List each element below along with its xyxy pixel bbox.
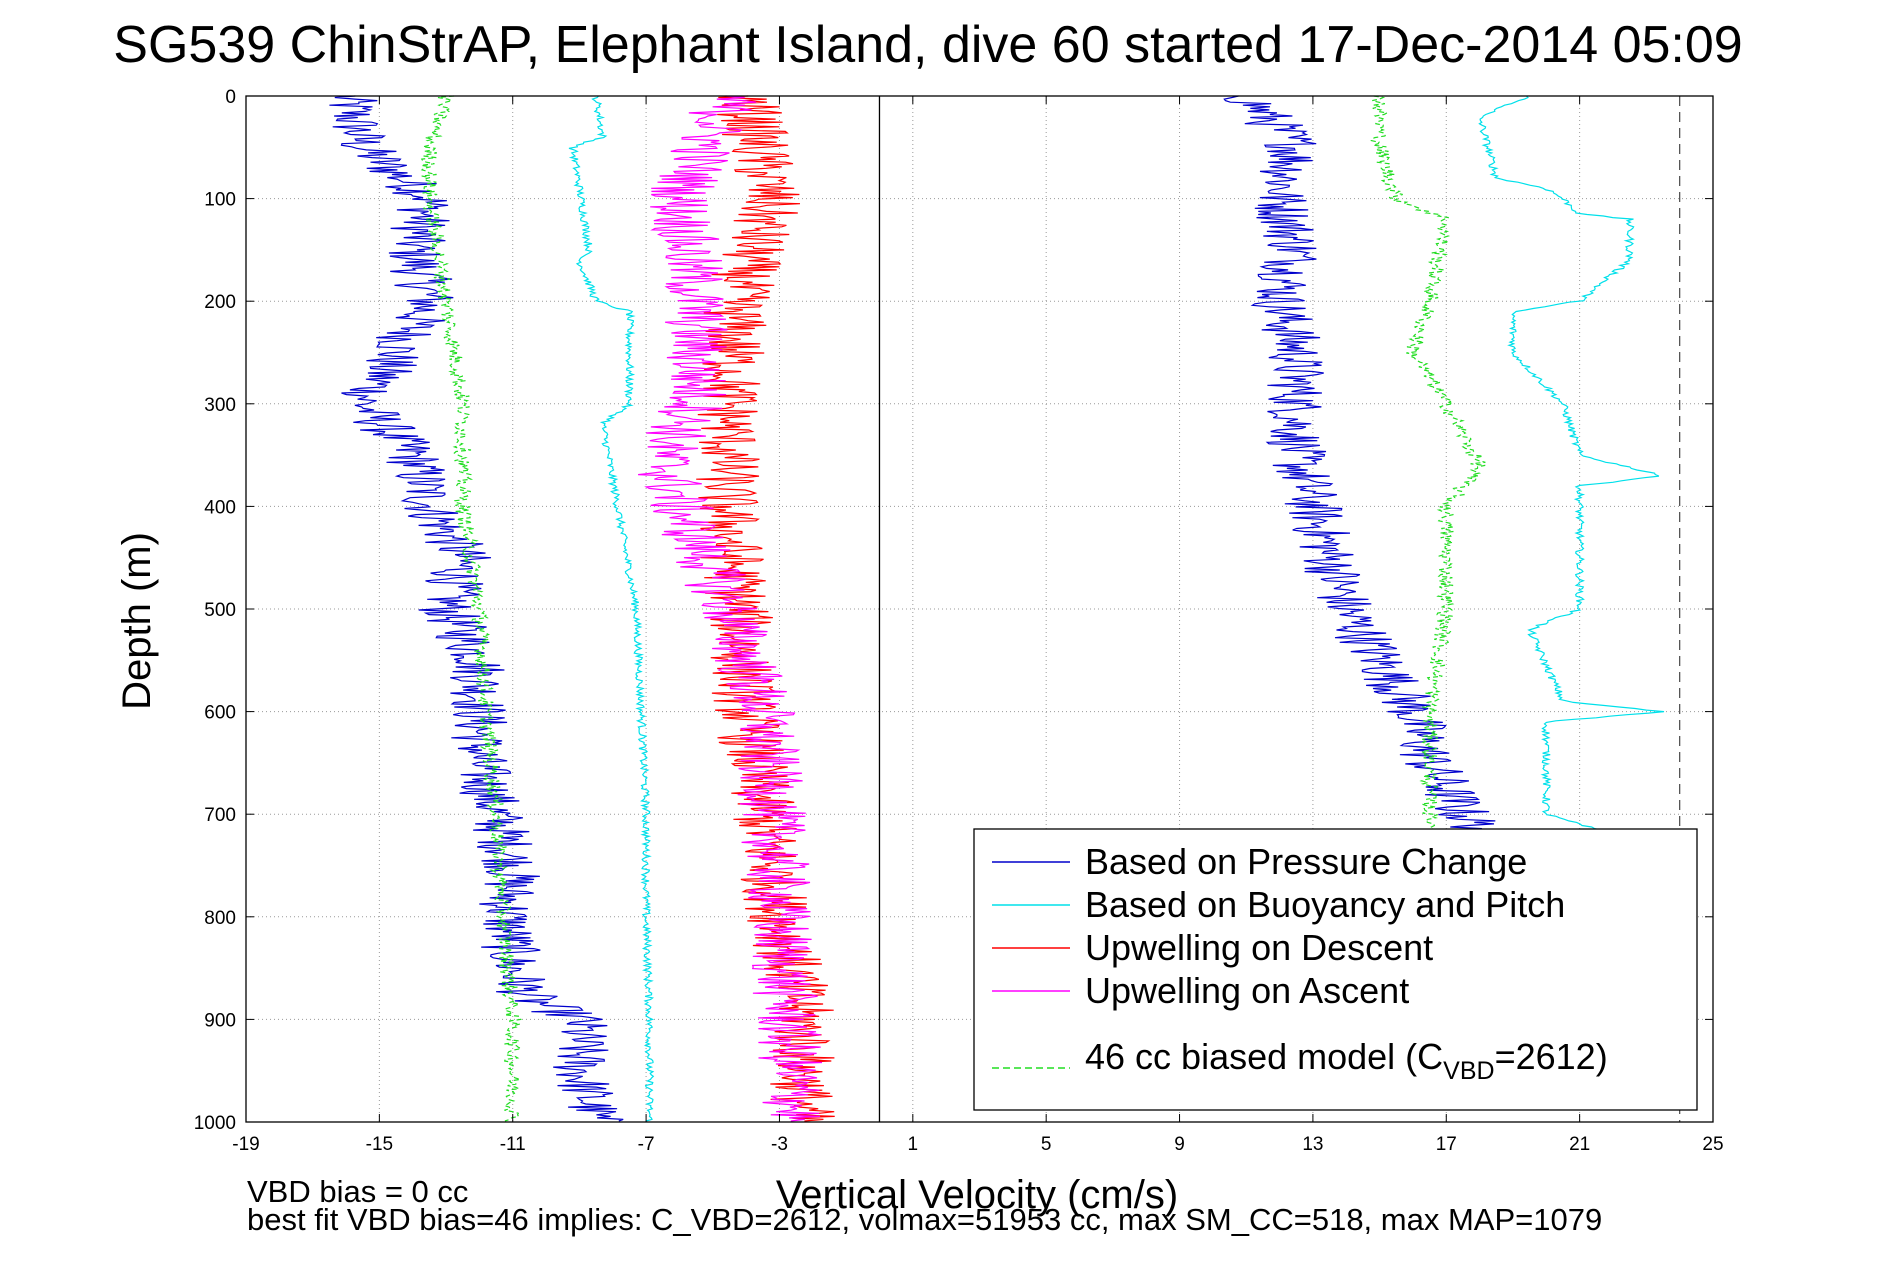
- footer-line-2: best fit VBD bias=46 implies: C_VBD=2612…: [247, 1202, 1602, 1237]
- grid: [245, 95, 1714, 1123]
- legend-label: Upwelling on Descent: [1085, 927, 1433, 968]
- legend-box: [973, 828, 1698, 1111]
- series-0-descent-line: [329, 95, 624, 1122]
- y-tick-label: 700: [204, 805, 236, 826]
- series-1-descent-line: [568, 95, 655, 1122]
- legend-label: Based on Buoyancy and Pitch: [1085, 884, 1565, 925]
- series-4-descent-line: [420, 95, 523, 1122]
- series-1-ascent-line: [1478, 95, 1665, 845]
- x-tick-label: 17: [1436, 1134, 1457, 1155]
- y-tick-label: 200: [204, 292, 236, 313]
- x-tick-label: 5: [1041, 1134, 1052, 1155]
- series-3-ascent-line: [638, 95, 823, 1122]
- y-tick-label: 0: [225, 87, 236, 108]
- y-tick-label: 300: [204, 395, 236, 416]
- x-tick-label: 25: [1702, 1134, 1723, 1155]
- x-tick-label: -11: [500, 1134, 526, 1155]
- series-2-descent-line: [696, 95, 835, 1122]
- axis-ticks: -19 -15 -11 -7 -3 1 5 9 13 17 21 25 0 100 200 300 400 500…: [194, 87, 1724, 1155]
- x-axis-label: Vertical Velocity (cm/s): [776, 1173, 1178, 1217]
- y-axis-label: Depth (m): [115, 532, 159, 710]
- x-tick-label: -15: [366, 1134, 393, 1155]
- y-tick-label: 900: [204, 1010, 236, 1031]
- y-tick-label: 100: [204, 190, 236, 211]
- legend-model-subscript: VBD: [1443, 1057, 1494, 1085]
- chart-title: SG539 ChinStrAP, Elephant Island, dive 6…: [113, 16, 1742, 74]
- legend-label: Upwelling on Ascent: [1085, 970, 1409, 1011]
- y-tick-label: 400: [204, 497, 236, 518]
- y-tick-label: 600: [204, 703, 236, 724]
- y-tick-label: 800: [204, 908, 236, 929]
- series-4-ascent-line: [1370, 95, 1486, 856]
- y-tick-label: 500: [204, 600, 236, 621]
- data-series: [329, 95, 1665, 1122]
- x-tick-label: -19: [232, 1134, 259, 1155]
- x-tick-label: -7: [638, 1134, 655, 1155]
- x-tick-label: 9: [1174, 1134, 1185, 1155]
- y-tick-label: 1000: [194, 1113, 236, 1134]
- legend-label: Based on Pressure Change: [1085, 841, 1527, 882]
- series-0-ascent-line: [1223, 95, 1538, 856]
- x-tick-label: 21: [1569, 1134, 1590, 1155]
- x-tick-label: 13: [1302, 1134, 1323, 1155]
- footer-line-1: VBD bias = 0 cc: [247, 1174, 468, 1209]
- legend-label-model: 46 cc biased model (CVBD=2612): [1085, 1036, 1608, 1085]
- x-tick-label: 1: [908, 1134, 919, 1155]
- x-tick-label: -3: [771, 1134, 788, 1155]
